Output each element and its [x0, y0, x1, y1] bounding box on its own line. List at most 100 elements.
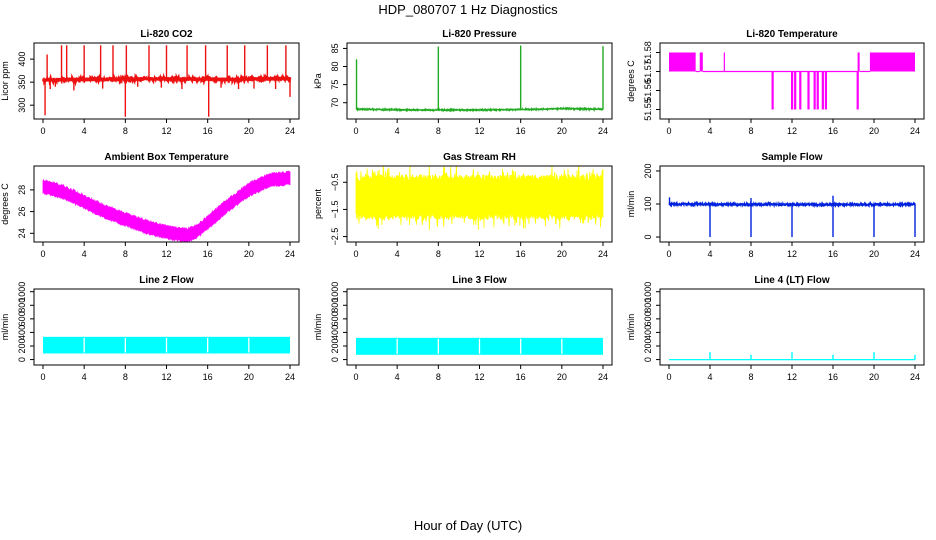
y-tick-label: 70	[330, 98, 340, 108]
x-tick-label: 8	[748, 372, 753, 382]
panel-1: Li-820 CO2 Licor ppm 0 4 8 12 16 20 24 300 350 400	[0, 29, 300, 136]
plot-frame	[346, 42, 613, 120]
spike-down	[821, 71, 824, 110]
x-tick-label: 8	[436, 249, 441, 259]
spike-down	[807, 71, 810, 110]
panel-9: Line 4 (LT) Flow ml/min 0 4 8 12 16 20 24 0 200400…	[626, 275, 925, 382]
x-tick-label: 24	[285, 126, 295, 136]
y-tick-label: 800	[330, 298, 340, 313]
y-tick-label: 0	[643, 235, 653, 240]
x-tick-label: 16	[516, 126, 526, 136]
y-tick-label: 600	[17, 311, 27, 326]
x-tick-label: 16	[828, 372, 838, 382]
x-tick-label: 4	[82, 249, 87, 259]
x-tick-label: 4	[707, 126, 712, 136]
spike-down	[824, 71, 828, 110]
x-tick-label: 16	[516, 249, 526, 259]
x-tick-label: 20	[869, 249, 879, 259]
x-tick-label: 24	[910, 126, 920, 136]
y-tick-label: 200	[643, 338, 653, 353]
x-tick-label: 4	[395, 126, 400, 136]
x-tick-label: 20	[869, 126, 879, 136]
x-tick-label: 12	[787, 249, 797, 259]
panel-title: Gas Stream RH	[443, 152, 516, 163]
y-tick-label: 51.55	[643, 98, 653, 121]
y-tick-label: 0	[330, 357, 340, 362]
x-tick-label: 8	[436, 126, 441, 136]
series-blue	[668, 195, 916, 238]
y-tick-label: 400	[643, 325, 653, 340]
y-tick-label: 400	[330, 325, 340, 340]
y-tick-label: −2.5	[330, 228, 340, 246]
x-tick-label: 4	[707, 249, 712, 259]
series-cyan	[356, 337, 603, 355]
y-axis-label: kPa	[313, 73, 323, 89]
x-tick-label: 16	[516, 372, 526, 382]
x-tick-label: 0	[40, 126, 45, 136]
x-tick-label: 24	[910, 249, 920, 259]
panel-2: Li-820 Pressure kPa 0 4 8 12 16 20 24 70 75 80 85	[313, 29, 613, 136]
x-tick-label: 16	[203, 126, 213, 136]
panel-3: Li-820 Temperature degrees C 0 4 8 12 16 20 24 51…	[626, 29, 925, 136]
x-tick-label: 4	[395, 372, 400, 382]
spike-down	[799, 71, 802, 110]
spike-down	[771, 71, 774, 110]
spike-down	[791, 71, 794, 110]
y-tick-label: 0	[643, 357, 653, 362]
panel-8: Line 3 Flow ml/min 0 4 8 12 16 20 24 0 20040060080…	[313, 275, 613, 382]
x-tick-label: 0	[40, 372, 45, 382]
y-axis-label: ml/min	[626, 314, 636, 341]
x-tick-label: 8	[123, 126, 128, 136]
x-tick-label: 8	[123, 249, 128, 259]
x-tick-label: 24	[910, 372, 920, 382]
panel-title: Ambient Box Temperature	[104, 152, 229, 163]
x-tick-label: 0	[666, 372, 671, 382]
panel-title: Sample Flow	[761, 152, 822, 163]
x-tick-label: 24	[285, 372, 295, 382]
spike-down	[856, 71, 859, 110]
x-tick-label: 4	[395, 249, 400, 259]
y-axis-label: ml/min	[0, 314, 10, 341]
panel-title: Li-820 Pressure	[442, 29, 517, 40]
x-tick-label: 0	[353, 126, 358, 136]
plot-frame	[33, 288, 300, 366]
y-tick-label: 85	[330, 43, 340, 53]
series-red	[42, 45, 292, 117]
x-tick-label: 20	[869, 372, 879, 382]
series-magenta	[669, 52, 915, 110]
y-tick-label: 200	[17, 338, 27, 353]
spike-down	[794, 71, 797, 110]
panel-6: Sample Flow ml/min 0 4 8 12 16 20 24 0 100 200	[626, 152, 925, 259]
x-tick-label: 16	[203, 249, 213, 259]
y-tick-label: 800	[643, 298, 653, 313]
x-tick-label: 20	[557, 249, 567, 259]
x-tick-label: 24	[285, 249, 295, 259]
x-tick-label: 20	[244, 126, 254, 136]
y-tick-label: 28	[17, 185, 27, 195]
series-yellow	[355, 166, 604, 231]
x-tick-label: 24	[598, 372, 608, 382]
y-tick-label: 26	[17, 207, 27, 217]
y-tick-label: 0	[17, 357, 27, 362]
y-tick-label: 100	[643, 196, 653, 211]
y-axis-label: degrees C	[626, 60, 636, 102]
panel-title: Li-820 CO2	[140, 29, 193, 40]
y-tick-label: 200	[643, 163, 653, 178]
x-tick-label: 24	[598, 249, 608, 259]
y-tick-label: 51.57	[643, 60, 653, 83]
y-axis-label: degrees C	[0, 183, 10, 225]
spike-down	[816, 71, 819, 110]
spike-down	[813, 71, 816, 110]
y-tick-label: 300	[17, 98, 27, 113]
y-axis-label: ml/min	[313, 314, 323, 341]
x-tick-label: 12	[787, 372, 797, 382]
series-cyan	[669, 352, 916, 361]
y-tick-label: 1000	[17, 282, 27, 302]
x-tick-label: 0	[353, 249, 358, 259]
toggle-fill	[869, 52, 915, 72]
panel-title: Line 3 Flow	[452, 275, 507, 286]
y-tick-label: 800	[17, 298, 27, 313]
series-cyan	[43, 336, 290, 354]
y-tick-label: 51.56	[643, 79, 653, 102]
